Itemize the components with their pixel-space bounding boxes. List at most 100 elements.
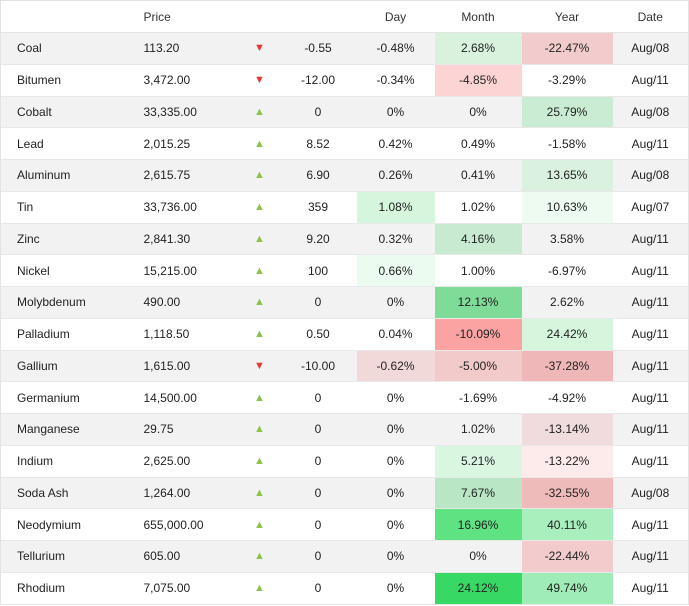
price-value: 1,118.50 <box>143 327 190 342</box>
table-header: Price Day Month Year Date <box>0 0 689 33</box>
table-row[interactable]: Nickel 15,215.00 ▲ 100 0.66% 1.00% -6.97% Aug/1… <box>0 254 689 287</box>
month-change: -10.09% <box>434 318 522 350</box>
table-row[interactable]: Palladium 1,118.50 ▲ 0.50 0.04% -10.09% 24.42%… <box>0 318 689 350</box>
month-change: 5.21% <box>434 445 522 477</box>
month-change: 24.12% <box>434 572 522 604</box>
year-change: -1.58% <box>547 136 587 151</box>
month-change: 1.02% <box>460 422 496 437</box>
day-change: -0.48% <box>376 41 415 56</box>
change-value: 0 <box>314 581 322 596</box>
commodity-name: Rhodium <box>0 572 129 604</box>
day-change: 0.66% <box>356 254 435 287</box>
date-value: Aug/11 <box>612 127 689 160</box>
date-value: Aug/08 <box>612 477 689 509</box>
price-value: 1,615.00 <box>143 358 191 373</box>
table-row[interactable]: Molybdenum 490.00 ▲ 0 0% 12.13% 2.62% Aug/11 <box>0 286 689 319</box>
header-price[interactable]: Price <box>128 0 240 33</box>
price-value: 113.20 <box>143 41 180 56</box>
commodity-name: Coal <box>0 32 129 65</box>
header-year[interactable]: Year <box>521 0 613 33</box>
date-value: Aug/11 <box>612 286 689 319</box>
triangle-down-icon: ▼ <box>254 74 265 87</box>
table-row[interactable]: Manganese 29.75 ▲ 0 0% 1.02% -13.14% Aug/11 <box>0 413 689 446</box>
day-change: 0% <box>386 422 405 437</box>
date-value: Aug/11 <box>612 223 689 255</box>
year-change: -22.44% <box>521 540 613 573</box>
table-row[interactable]: Bitumen 3,472.00 ▼ -12.00 -0.34% -4.85% -3.29%… <box>0 64 689 96</box>
month-change: 16.96% <box>434 508 522 541</box>
change-value: 8.52 <box>306 136 330 151</box>
month-change: 4.16% <box>434 223 522 255</box>
table-row[interactable]: Tellurium 605.00 ▲ 0 0% 0% -22.44% Aug/11 <box>0 540 689 573</box>
date-value: Aug/11 <box>612 540 689 573</box>
commodity-name: Tin <box>0 191 129 223</box>
commodity-name: Aluminum <box>0 159 129 192</box>
price-value: 2,615.75 <box>143 168 191 183</box>
triangle-up-icon: ▲ <box>254 137 265 150</box>
date-value: Aug/08 <box>612 32 689 65</box>
commodity-name: Gallium <box>0 350 129 382</box>
table-row[interactable]: Neodymium 655,000.00 ▲ 0 0% 16.96% 40.11% Aug/1… <box>0 508 689 541</box>
day-change: 0% <box>386 517 405 532</box>
table-row[interactable]: Tin 33,736.00 ▲ 359 1.08% 1.02% 10.63% Aug/07 <box>0 191 689 223</box>
date-value: Aug/11 <box>612 254 689 287</box>
table-row[interactable]: Cobalt 33,335.00 ▲ 0 0% 0% 25.79% Aug/08 <box>0 96 689 128</box>
price-value: 605.00 <box>143 549 181 564</box>
table-row[interactable]: Indium 2,625.00 ▲ 0 0% 5.21% -13.22% Aug/11 <box>0 445 689 477</box>
triangle-up-icon: ▲ <box>254 455 265 468</box>
change-value: -12.00 <box>300 73 336 88</box>
price-value: 1,264.00 <box>143 485 191 500</box>
triangle-up-icon: ▲ <box>254 264 265 277</box>
triangle-up-icon: ▲ <box>254 201 265 214</box>
triangle-up-icon: ▲ <box>254 328 265 341</box>
price-value: 33,736.00 <box>143 200 197 215</box>
day-change: 0.04% <box>378 327 413 342</box>
day-change: 0% <box>386 549 405 564</box>
table-body: Coal 113.20 ▼ -0.55 -0.48% 2.68% -22.47% Aug/08… <box>0 32 689 604</box>
month-change: 0.49% <box>460 136 496 151</box>
table-row[interactable]: Lead 2,015.25 ▲ 8.52 0.42% 0.49% -1.58% Aug/11 <box>0 127 689 160</box>
triangle-up-icon: ▲ <box>254 232 265 245</box>
table-row[interactable]: Germanium 14,500.00 ▲ 0 0% -1.69% -4.92% Aug/11 <box>0 381 689 414</box>
header-name[interactable] <box>0 0 129 33</box>
table-row[interactable]: Aluminum 2,615.75 ▲ 6.90 0.26% 0.41% 13.65% Aug… <box>0 159 689 192</box>
table-row[interactable]: Soda Ash 1,264.00 ▲ 0 0% 7.67% -32.55% Aug/08 <box>0 477 689 509</box>
header-date[interactable]: Date <box>612 0 689 33</box>
header-arrow <box>239 0 280 33</box>
day-change: 0% <box>386 295 405 310</box>
table-row[interactable]: Gallium 1,615.00 ▼ -10.00 -0.62% -5.00% -37.28… <box>0 350 689 382</box>
triangle-up-icon: ▲ <box>254 423 265 436</box>
header-month[interactable]: Month <box>434 0 522 33</box>
triangle-down-icon: ▼ <box>254 359 265 372</box>
triangle-down-icon: ▼ <box>254 42 265 55</box>
date-value: Aug/08 <box>612 96 689 128</box>
day-change: -0.34% <box>376 73 415 88</box>
commodity-name: Indium <box>0 445 129 477</box>
change-value: 0 <box>314 517 322 532</box>
price-value: 29.75 <box>143 422 174 437</box>
commodity-name: Neodymium <box>0 508 129 541</box>
month-change: 0% <box>469 549 487 564</box>
commodity-name: Cobalt <box>0 96 129 128</box>
table-row[interactable]: Zinc 2,841.30 ▲ 9.20 0.32% 4.16% 3.58% Aug/11 <box>0 223 689 255</box>
date-value: Aug/08 <box>612 159 689 192</box>
triangle-up-icon: ▲ <box>254 391 265 404</box>
year-change: -13.22% <box>521 445 613 477</box>
year-change: -6.97% <box>547 263 587 278</box>
table-row[interactable]: Rhodium 7,075.00 ▲ 0 0% 24.12% 49.74% Aug/11 <box>0 572 689 604</box>
header-change[interactable] <box>279 0 357 33</box>
change-value: 6.90 <box>306 168 330 183</box>
day-change: 1.08% <box>356 191 435 223</box>
triangle-up-icon: ▲ <box>254 486 265 499</box>
table-row[interactable]: Coal 113.20 ▼ -0.55 -0.48% 2.68% -22.47% Aug/08 <box>0 32 689 65</box>
year-change: -4.92% <box>547 390 587 405</box>
header-day[interactable]: Day <box>356 0 435 33</box>
year-change: 25.79% <box>521 96 613 128</box>
triangle-up-icon: ▲ <box>254 582 265 595</box>
date-value: Aug/11 <box>612 318 689 350</box>
day-change: 0.42% <box>378 136 413 151</box>
triangle-up-icon: ▲ <box>254 169 265 182</box>
change-value: -10.00 <box>300 358 336 373</box>
month-change: 7.67% <box>434 477 522 509</box>
date-value: Aug/11 <box>612 572 689 604</box>
